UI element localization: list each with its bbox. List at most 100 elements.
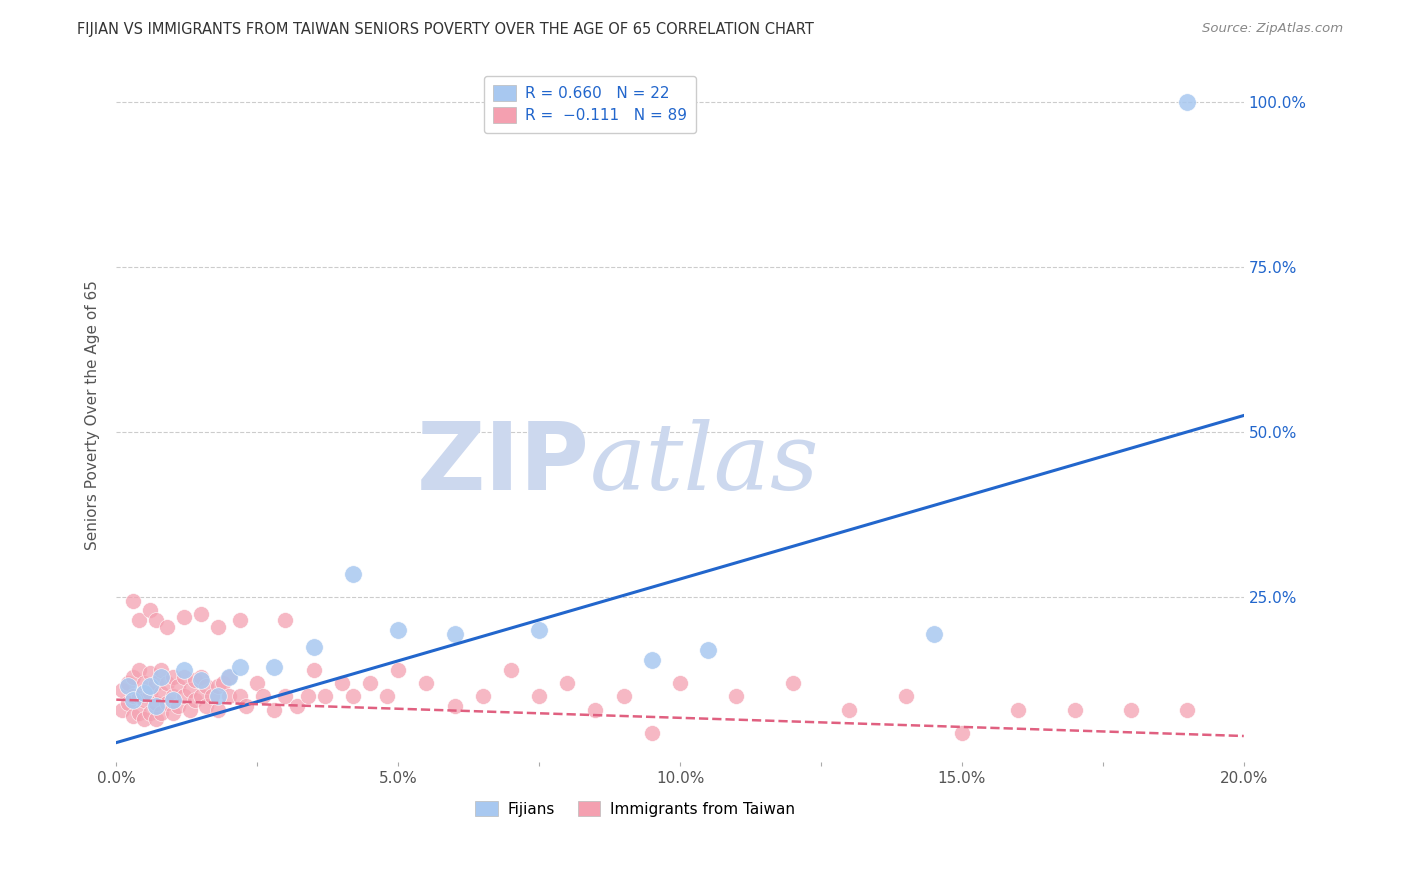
Point	[167, 680, 190, 694]
Point	[297, 690, 319, 704]
Point	[117, 676, 139, 690]
Point	[252, 690, 274, 704]
Point	[162, 692, 184, 706]
Point	[218, 690, 240, 704]
Point	[156, 676, 179, 690]
Text: atlas: atlas	[591, 419, 820, 509]
Point	[782, 676, 804, 690]
Point	[162, 690, 184, 704]
Point	[1119, 702, 1142, 716]
Point	[134, 676, 156, 690]
Point	[167, 699, 190, 714]
Point	[950, 725, 973, 739]
Point	[179, 702, 201, 716]
Point	[117, 680, 139, 694]
Point	[117, 696, 139, 710]
Point	[190, 669, 212, 683]
Point	[207, 702, 229, 716]
Point	[173, 669, 195, 683]
Point	[139, 686, 162, 700]
Point	[415, 676, 437, 690]
Point	[145, 676, 167, 690]
Point	[184, 692, 207, 706]
Point	[207, 620, 229, 634]
Point	[122, 669, 145, 683]
Point	[139, 666, 162, 681]
Legend: Fijians, Immigrants from Taiwan: Fijians, Immigrants from Taiwan	[468, 793, 803, 824]
Point	[725, 690, 748, 704]
Point	[263, 702, 285, 716]
Point	[139, 603, 162, 617]
Point	[179, 682, 201, 697]
Point	[641, 725, 664, 739]
Point	[122, 692, 145, 706]
Point	[122, 593, 145, 607]
Point	[139, 680, 162, 694]
Point	[443, 699, 465, 714]
Point	[263, 659, 285, 673]
Point	[274, 690, 297, 704]
Text: Source: ZipAtlas.com: Source: ZipAtlas.com	[1202, 22, 1343, 36]
Point	[162, 669, 184, 683]
Point	[302, 640, 325, 654]
Point	[190, 607, 212, 621]
Point	[375, 690, 398, 704]
Point	[190, 673, 212, 687]
Point	[471, 690, 494, 704]
Point	[1063, 702, 1085, 716]
Point	[235, 699, 257, 714]
Point	[173, 690, 195, 704]
Point	[139, 706, 162, 720]
Point	[443, 626, 465, 640]
Point	[527, 624, 550, 638]
Point	[173, 610, 195, 624]
Point	[184, 673, 207, 687]
Point	[218, 669, 240, 683]
Point	[128, 690, 150, 704]
Point	[302, 663, 325, 677]
Point	[150, 663, 173, 677]
Point	[229, 659, 252, 673]
Point	[128, 706, 150, 720]
Point	[190, 690, 212, 704]
Point	[697, 643, 720, 657]
Point	[128, 663, 150, 677]
Point	[134, 686, 156, 700]
Point	[150, 669, 173, 683]
Point	[195, 699, 218, 714]
Point	[145, 713, 167, 727]
Point	[359, 676, 381, 690]
Point	[838, 702, 860, 716]
Point	[1177, 95, 1199, 109]
Point	[111, 682, 134, 697]
Point	[613, 690, 636, 704]
Point	[330, 676, 353, 690]
Point	[342, 567, 364, 582]
Point	[387, 663, 409, 677]
Point	[156, 620, 179, 634]
Point	[314, 690, 336, 704]
Point	[145, 696, 167, 710]
Text: ZIP: ZIP	[418, 418, 591, 510]
Point	[134, 692, 156, 706]
Point	[922, 626, 945, 640]
Point	[555, 676, 578, 690]
Y-axis label: Seniors Poverty Over the Age of 65: Seniors Poverty Over the Age of 65	[86, 281, 100, 550]
Point	[122, 690, 145, 704]
Point	[122, 709, 145, 723]
Point	[894, 690, 917, 704]
Point	[669, 676, 692, 690]
Point	[145, 699, 167, 714]
Point	[150, 706, 173, 720]
Point	[156, 696, 179, 710]
Point	[527, 690, 550, 704]
Point	[387, 624, 409, 638]
Point	[585, 702, 607, 716]
Point	[195, 680, 218, 694]
Point	[1007, 702, 1029, 716]
Point	[128, 613, 150, 627]
Point	[145, 613, 167, 627]
Point	[218, 669, 240, 683]
Point	[212, 676, 235, 690]
Point	[342, 690, 364, 704]
